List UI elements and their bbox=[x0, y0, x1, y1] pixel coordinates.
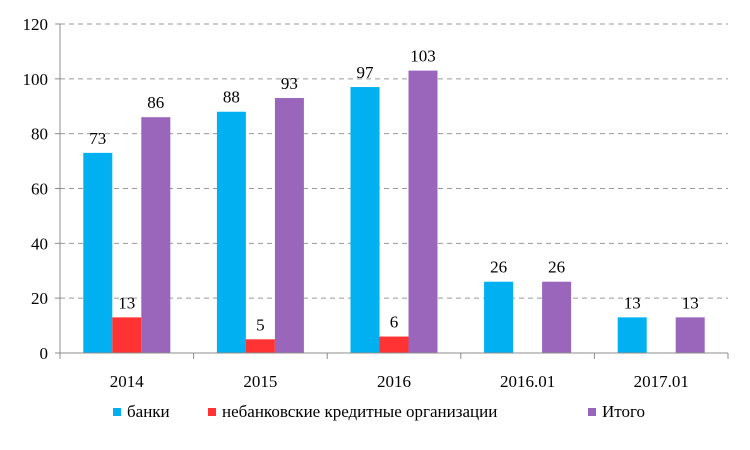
y-tick-label: 40 bbox=[31, 234, 48, 253]
data-label: 88 bbox=[223, 88, 240, 107]
data-label: 73 bbox=[89, 129, 106, 148]
data-labels: 73 13 86 88 5 93 97 6 103 26 26 13 13 bbox=[89, 47, 698, 335]
data-label: 97 bbox=[357, 63, 375, 82]
y-tick-label: 0 bbox=[40, 344, 49, 363]
y-tick-label: 20 bbox=[31, 289, 48, 308]
data-label: 93 bbox=[281, 74, 298, 93]
y-tick-labels: 0 20 40 60 80 100 120 bbox=[23, 15, 49, 363]
bar-total bbox=[274, 98, 304, 354]
bar-total bbox=[408, 70, 438, 353]
bar-banks bbox=[83, 152, 113, 353]
y-tick-label: 100 bbox=[23, 70, 49, 89]
bar-nonbank bbox=[379, 336, 409, 353]
legend-label: Итого bbox=[602, 402, 645, 421]
bar-total bbox=[141, 117, 171, 353]
x-tick-label: 2017.01 bbox=[634, 372, 689, 391]
y-tick-label: 60 bbox=[31, 180, 48, 199]
data-label: 26 bbox=[548, 258, 565, 277]
bar-banks bbox=[617, 317, 647, 353]
bar-banks bbox=[484, 281, 514, 353]
data-label: 103 bbox=[410, 47, 436, 66]
data-label: 13 bbox=[682, 293, 699, 312]
bars bbox=[83, 70, 705, 354]
legend: банки небанковские кредитные организации И… bbox=[113, 402, 645, 421]
legend-swatch bbox=[113, 408, 121, 416]
bar-nonbank bbox=[245, 339, 275, 353]
x-tick-label: 2014 bbox=[110, 372, 145, 391]
data-label: 6 bbox=[390, 313, 399, 332]
legend-swatch bbox=[588, 408, 596, 416]
axes bbox=[55, 23, 729, 359]
data-label: 13 bbox=[624, 293, 641, 312]
bar-total bbox=[675, 317, 705, 353]
data-label: 5 bbox=[256, 315, 265, 334]
grid-lines bbox=[60, 23, 728, 299]
x-tick-labels: 2014 2015 2016 2016.01 2017.01 bbox=[110, 372, 689, 391]
x-tick-label: 2016 bbox=[377, 372, 411, 391]
legend-label: банки bbox=[127, 402, 170, 421]
bar-nonbank bbox=[112, 317, 142, 353]
y-tick-label: 80 bbox=[31, 125, 48, 144]
legend-swatch bbox=[208, 408, 216, 416]
data-label: 86 bbox=[147, 93, 164, 112]
data-label: 26 bbox=[490, 258, 507, 277]
bar-banks bbox=[350, 87, 380, 353]
y-tick-label: 120 bbox=[23, 15, 49, 34]
bar-banks bbox=[216, 111, 246, 353]
x-tick-label: 2016.01 bbox=[500, 372, 555, 391]
x-tick-label: 2015 bbox=[243, 372, 277, 391]
legend-label: небанковские кредитные организации bbox=[222, 402, 497, 421]
bar-total bbox=[542, 281, 572, 353]
data-label: 13 bbox=[118, 293, 135, 312]
